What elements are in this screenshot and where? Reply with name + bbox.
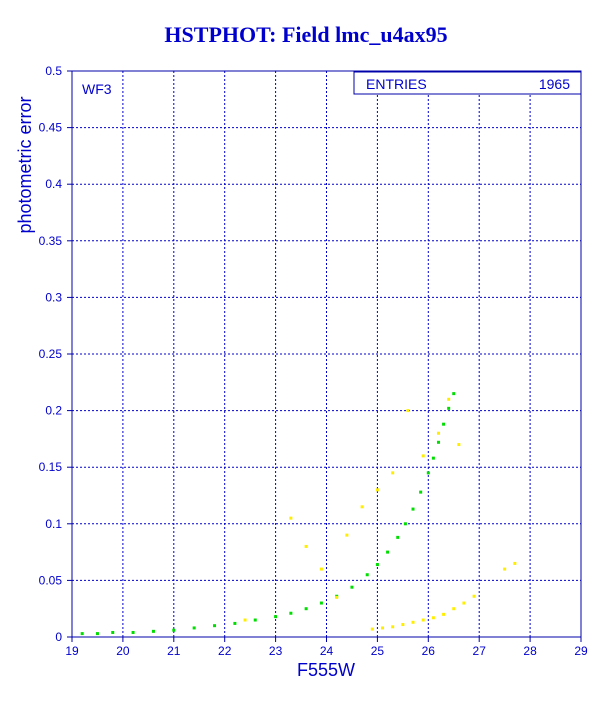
data-point-series-2 (289, 516, 293, 520)
data-point-series-2 (391, 471, 395, 475)
data-point-series-2 (442, 612, 446, 616)
data-point-series-2 (431, 616, 435, 620)
data-point-series-1 (365, 573, 369, 577)
data-point-series-1 (319, 601, 323, 605)
stats-box: ENTRIES 1965 (353, 71, 582, 95)
data-point-series-1 (386, 550, 390, 554)
chart-title: HSTPHOT: Field lmc_u4ax95 (164, 22, 448, 47)
y-tick-label: 0.3 (45, 290, 62, 304)
x-tick-label: 22 (218, 644, 232, 658)
x-tick-label: 21 (167, 644, 181, 658)
data-point-series-1 (396, 535, 400, 539)
data-point-series-2 (503, 567, 507, 571)
data-point-series-1 (304, 607, 308, 611)
data-point-series-2 (513, 561, 517, 565)
data-point-series-1 (151, 629, 155, 633)
stats-entries-value: 1965 (539, 76, 570, 92)
data-point-series-1 (253, 618, 257, 622)
data-point-series-2 (462, 601, 466, 605)
data-point-series-1 (419, 490, 423, 494)
data-point-series-2 (243, 618, 247, 622)
y-tick-label: 0.35 (39, 234, 63, 248)
data-point-series-2 (421, 618, 425, 622)
y-axis-label: photometric error (15, 96, 35, 233)
data-point-series-1 (274, 615, 278, 619)
grid (72, 71, 581, 637)
data-point-series-1 (213, 624, 217, 628)
data-point-series-1 (411, 507, 415, 511)
data-point-series-2 (304, 544, 308, 548)
data-point-series-1 (111, 630, 115, 634)
y-tick-label: 0.1 (45, 517, 62, 531)
stats-box-border (353, 71, 582, 95)
data-point-series-2 (447, 397, 451, 401)
y-tick-label: 0.25 (39, 347, 63, 361)
x-tick-label: 23 (269, 644, 283, 658)
data-point-series-2 (401, 623, 405, 627)
data-point-series-1 (95, 632, 99, 636)
axis-ticks: 19 20 21 22 23 24 25 26 27 28 29 0 0.05 0.1 0.15 0.2 0.2… (39, 64, 588, 658)
data-point-series-2 (436, 431, 440, 435)
x-tick-label: 29 (574, 644, 588, 658)
data-point-series-1 (350, 585, 354, 589)
data-point-series-2 (457, 443, 461, 447)
data-point-series-2 (345, 533, 349, 537)
data-point-series-2 (421, 454, 425, 458)
data-point-series-1 (447, 406, 451, 410)
data-point-series-2 (319, 567, 323, 571)
data-point-series-1 (192, 626, 196, 630)
data-point-series-2 (391, 625, 395, 629)
x-axis-label: F555W (297, 660, 355, 680)
data-point-series-1 (442, 422, 446, 426)
y-tick-label: 0.45 (39, 121, 63, 135)
data-point-series-2 (375, 488, 379, 492)
data-point-series-2 (406, 409, 410, 413)
x-tick-label: 25 (371, 644, 385, 658)
data-point-series-2 (472, 594, 476, 598)
y-tick-label: 0.05 (39, 573, 63, 587)
data-point-series-2 (360, 505, 364, 509)
data-point-series-1 (233, 621, 237, 625)
data-point-series-1 (172, 628, 176, 632)
x-tick-label: 28 (523, 644, 537, 658)
data-point-series-2 (370, 627, 374, 631)
data-point-series-1 (289, 611, 293, 615)
data-point-series-1 (375, 563, 379, 567)
y-tick-label: 0 (55, 630, 62, 644)
x-tick-label: 19 (65, 644, 79, 658)
data-point-series-1 (436, 440, 440, 444)
data-point-series-2 (452, 607, 456, 611)
data-point-series-2 (335, 595, 339, 599)
data-point-series-2 (411, 620, 415, 624)
data-point-series-1 (403, 522, 407, 526)
y-tick-label: 0.2 (45, 404, 62, 418)
data-point-series-2 (380, 626, 384, 630)
x-tick-label: 24 (320, 644, 334, 658)
x-tick-label: 26 (422, 644, 436, 658)
x-tick-label: 27 (473, 644, 487, 658)
data-point-series-1 (452, 392, 456, 396)
stats-entries-label: ENTRIES (366, 76, 427, 92)
panel-label: WF3 (82, 81, 112, 97)
y-tick-label: 0.15 (39, 460, 63, 474)
y-tick-label: 0.5 (45, 64, 62, 78)
data-point-series-1 (131, 630, 135, 634)
data-point-series-1 (80, 632, 84, 636)
data-point-series-1 (431, 456, 435, 460)
y-tick-label: 0.4 (45, 177, 62, 191)
data-points (80, 392, 517, 636)
data-point-series-1 (426, 471, 430, 475)
x-tick-label: 20 (116, 644, 130, 658)
